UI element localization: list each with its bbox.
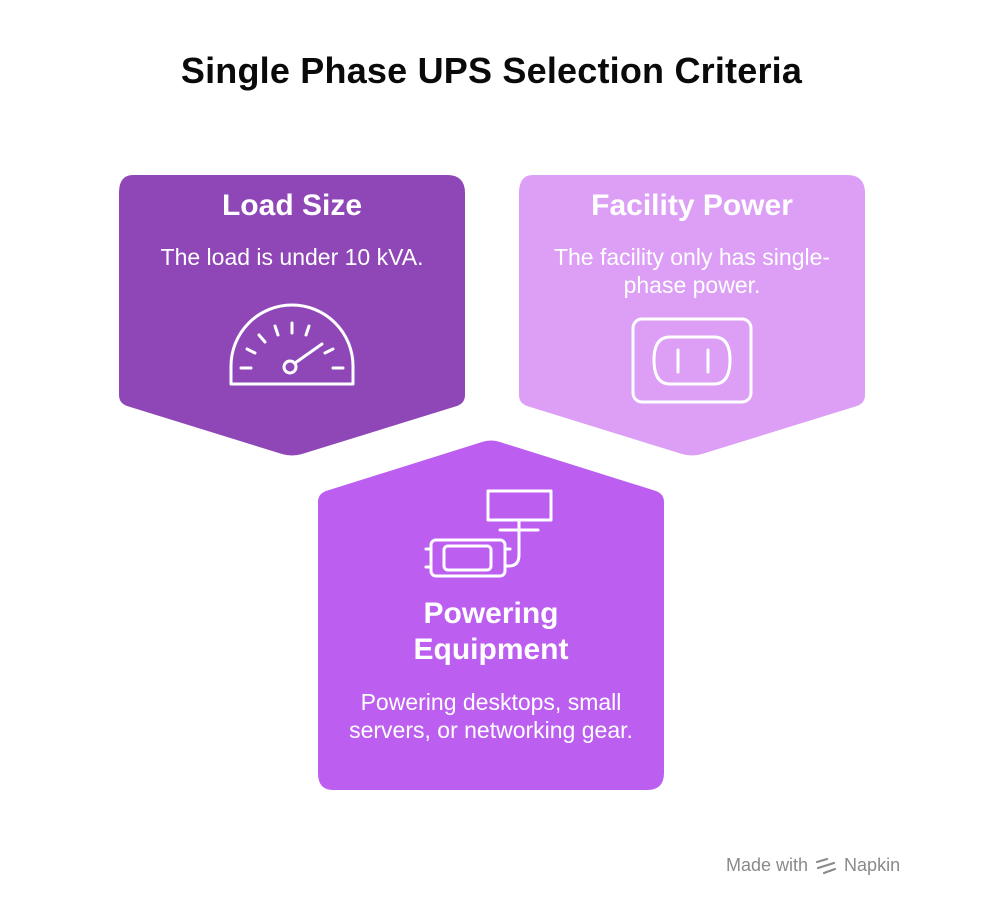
page-title: Single Phase UPS Selection Criteria [180,50,803,91]
power-outlet-icon [631,317,753,404]
card-facility-power-text: The facility only has single-phase power… [553,244,831,298]
napkin-logo-icon [815,857,837,874]
footer-prefix: Made with [726,855,809,875]
card-powering-equipment-title: Powering Equipment [413,597,569,666]
card-load-size-title: Load Size [221,189,363,222]
card-load-size-shape [119,175,465,456]
card-facility-power-title: Facility Power [591,189,793,222]
card-load-size-text: The load is under 10 kVA. [160,244,424,270]
made-with-napkin: Made with Napkin [726,855,900,876]
ups-monitor-icon [424,489,553,578]
card-powering-equipment-shape [318,440,664,790]
footer-brand: Napkin [844,855,901,875]
speedometer-icon [229,303,355,386]
card-powering-equipment-text: Powering desktops, small servers, or net… [349,689,633,743]
card-facility-power-shape [519,175,865,456]
